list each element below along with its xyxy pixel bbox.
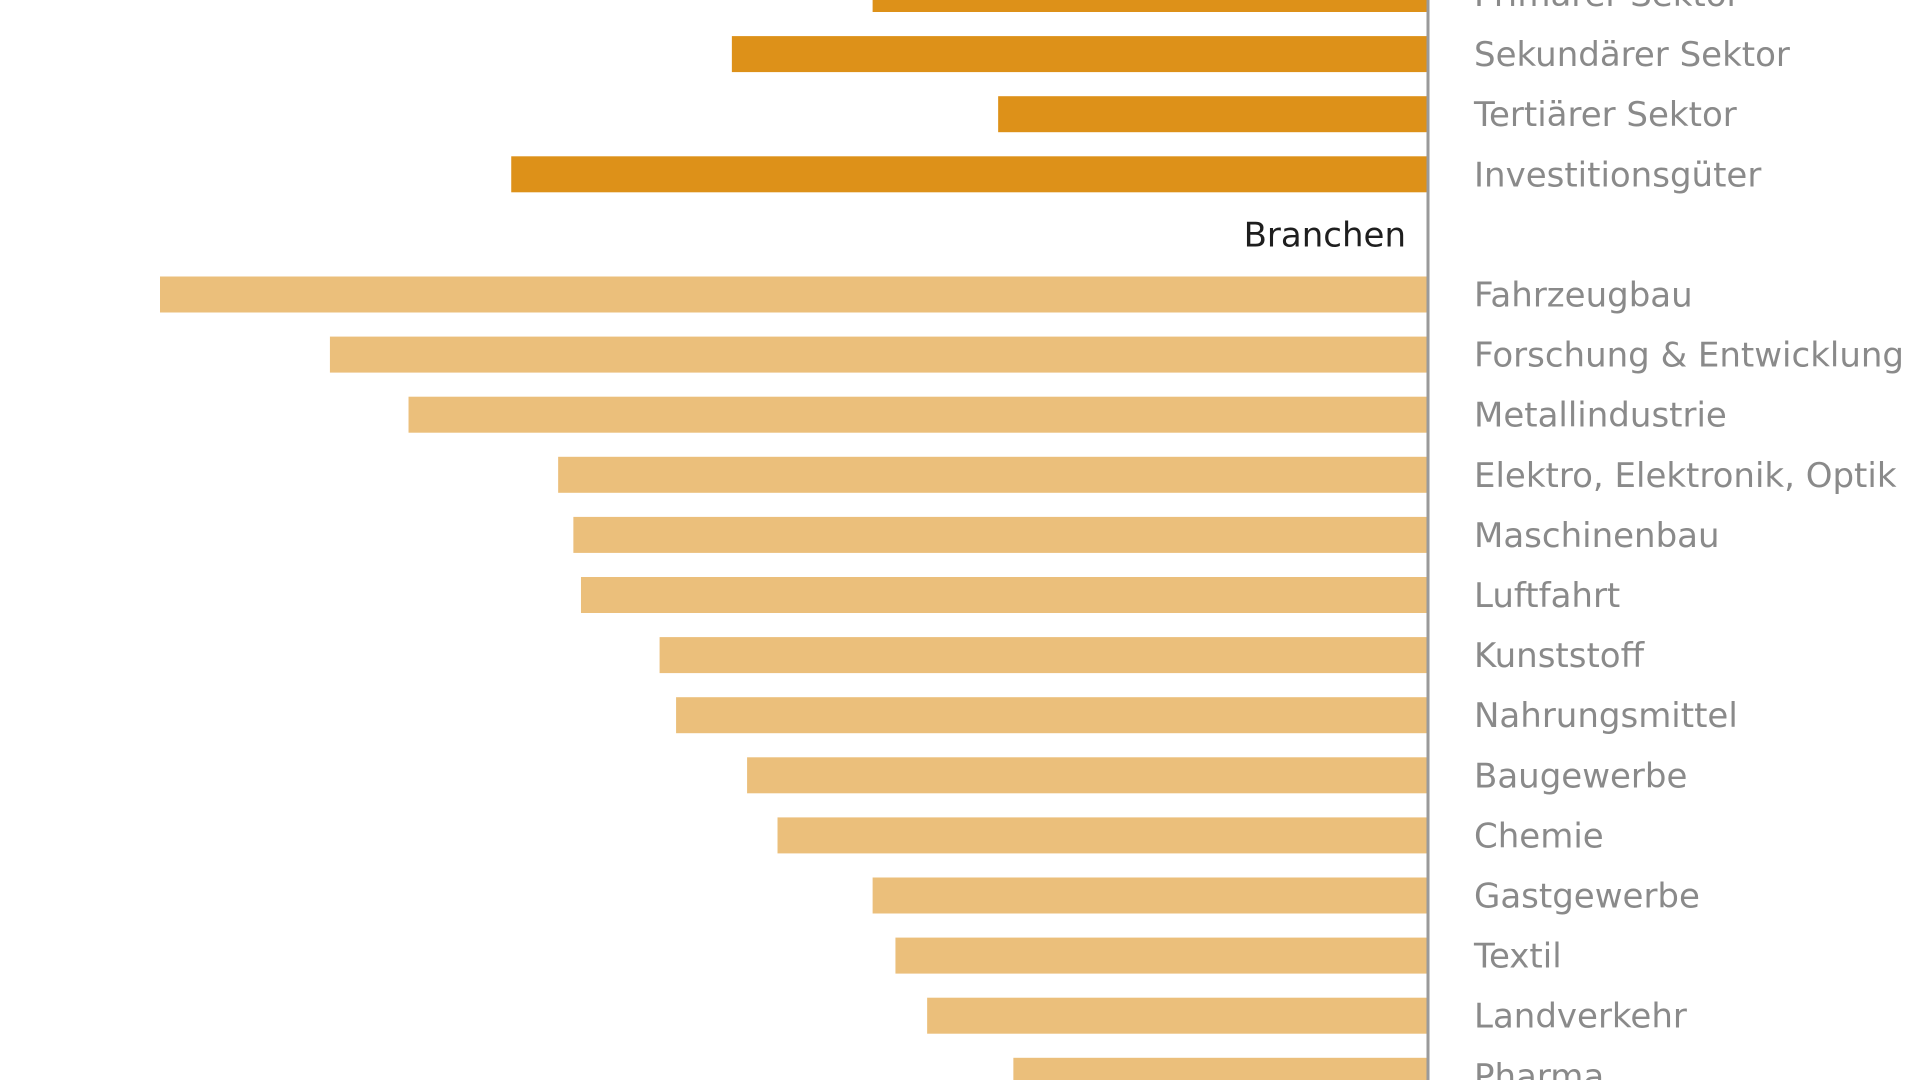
bar-1-3	[558, 456, 1428, 493]
category-label: Primärer Sektor	[1474, 0, 1741, 15]
bar-1-1	[329, 336, 1428, 373]
bar-1-6	[659, 637, 1428, 674]
category-label: Fahrzeugbau	[1474, 276, 1693, 316]
bar-1-0	[160, 276, 1428, 313]
bar-0-1	[731, 36, 1428, 73]
bar-1-9	[777, 817, 1428, 854]
category-label: Chemie	[1474, 816, 1604, 856]
bar-1-8	[747, 757, 1428, 794]
category-label: Metallindustrie	[1474, 396, 1727, 436]
bar-0-3	[511, 156, 1429, 193]
category-label: Investitionsgüter	[1474, 155, 1761, 195]
bar-0-0	[872, 0, 1428, 12]
category-label: Gastgewerbe	[1474, 877, 1700, 917]
bar-1-10	[872, 877, 1428, 914]
category-label: Forschung & Entwicklung	[1474, 336, 1904, 376]
category-label: Nahrungsmittel	[1474, 696, 1738, 736]
category-label: Maschinenbau	[1474, 516, 1720, 556]
bar-0-2	[998, 96, 1428, 133]
bar-1-13	[1013, 1057, 1428, 1080]
category-label: Landverkehr	[1474, 997, 1687, 1037]
category-label: Kunststoff	[1474, 636, 1646, 676]
bar-1-12	[927, 997, 1428, 1034]
category-label: Elektro, Elektronik, Optik	[1474, 456, 1897, 496]
category-label: Baugewerbe	[1474, 756, 1687, 796]
category-label: Luftfahrt	[1474, 576, 1620, 616]
bar-1-2	[408, 396, 1428, 433]
bar-1-5	[580, 577, 1428, 613]
bar-1-7	[676, 697, 1428, 734]
category-label: Pharma	[1474, 1057, 1604, 1080]
bar-1-11	[895, 937, 1428, 974]
category-label: Textil	[1473, 937, 1562, 977]
section-label: Branchen	[1244, 215, 1406, 255]
category-label: Tertiärer Sektor	[1473, 95, 1737, 135]
category-label: Sekundärer Sektor	[1474, 35, 1790, 75]
bar-1-4	[573, 516, 1428, 553]
